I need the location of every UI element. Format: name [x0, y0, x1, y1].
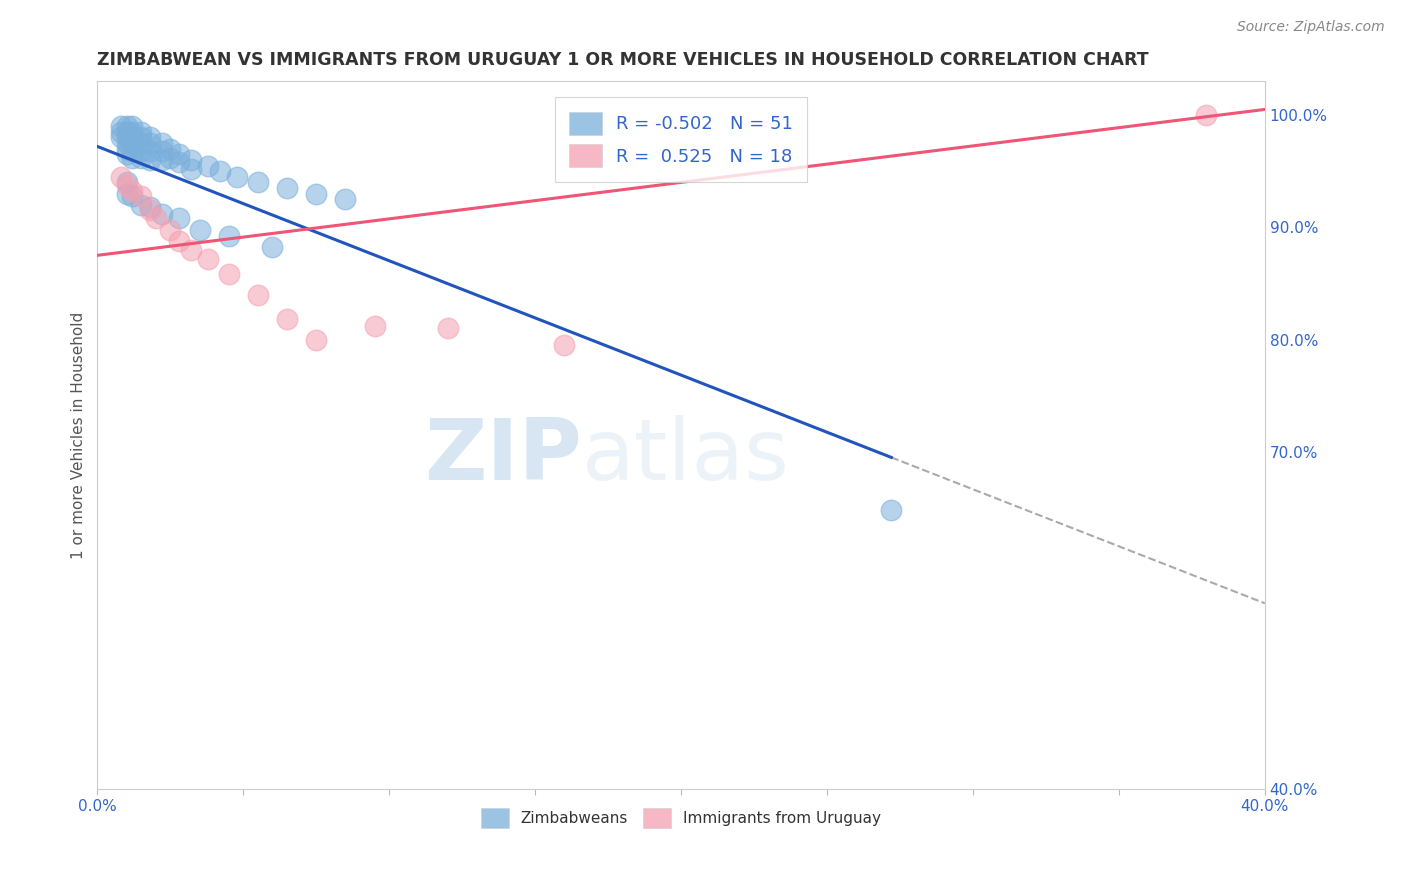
Point	[159, 151, 181, 165]
Point	[145, 211, 167, 226]
Point	[115, 186, 138, 201]
Point	[335, 192, 357, 206]
Point	[188, 222, 211, 236]
Point	[226, 169, 249, 184]
Point	[167, 155, 190, 169]
Point	[110, 120, 132, 134]
Point	[363, 319, 385, 334]
Point	[121, 130, 143, 145]
Point	[197, 159, 219, 173]
Point	[129, 125, 152, 139]
Point	[121, 136, 143, 150]
Point	[305, 186, 328, 201]
Point	[121, 151, 143, 165]
Point	[115, 130, 138, 145]
Point	[115, 142, 138, 156]
Point	[276, 181, 298, 195]
Point	[1195, 108, 1218, 122]
Point	[129, 136, 152, 150]
Point	[139, 200, 162, 214]
Point	[121, 120, 143, 134]
Point	[129, 144, 152, 158]
Point	[115, 175, 138, 189]
Text: Source: ZipAtlas.com: Source: ZipAtlas.com	[1237, 20, 1385, 34]
Point	[110, 169, 132, 184]
Point	[167, 234, 190, 248]
Point	[305, 333, 328, 347]
Point	[139, 136, 162, 150]
Point	[139, 144, 162, 158]
Point	[115, 120, 138, 134]
Point	[115, 178, 138, 192]
Point	[139, 153, 162, 167]
Point	[110, 130, 132, 145]
Point	[218, 268, 240, 282]
Legend: Zimbabweans, Immigrants from Uruguay: Zimbabweans, Immigrants from Uruguay	[475, 802, 887, 834]
Point	[208, 164, 231, 178]
Point	[150, 153, 173, 167]
Point	[115, 136, 138, 150]
Point	[262, 240, 284, 254]
Text: atlas: atlas	[582, 415, 790, 498]
Point	[167, 147, 190, 161]
Text: ZIP: ZIP	[425, 415, 582, 498]
Point	[150, 144, 173, 158]
Point	[167, 211, 190, 226]
Point	[110, 125, 132, 139]
Point	[139, 130, 162, 145]
Point	[115, 125, 138, 139]
Point	[115, 147, 138, 161]
Point	[180, 243, 202, 257]
Point	[129, 151, 152, 165]
Point	[159, 142, 181, 156]
Point	[880, 503, 903, 517]
Point	[121, 125, 143, 139]
Point	[121, 185, 143, 199]
Point	[246, 175, 269, 189]
Point	[276, 312, 298, 326]
Point	[436, 321, 458, 335]
Point	[139, 203, 162, 218]
Point	[180, 161, 202, 176]
Point	[180, 153, 202, 167]
Point	[150, 207, 173, 221]
Y-axis label: 1 or more Vehicles in Household: 1 or more Vehicles in Household	[72, 311, 86, 558]
Point	[129, 198, 152, 212]
Text: ZIMBABWEAN VS IMMIGRANTS FROM URUGUAY 1 OR MORE VEHICLES IN HOUSEHOLD CORRELATIO: ZIMBABWEAN VS IMMIGRANTS FROM URUGUAY 1 …	[97, 51, 1149, 69]
Point	[218, 229, 240, 244]
Point	[197, 252, 219, 266]
Point	[246, 287, 269, 301]
Point	[129, 130, 152, 145]
Point	[121, 189, 143, 203]
Point	[121, 144, 143, 158]
Point	[159, 222, 181, 236]
Point	[129, 189, 152, 203]
Point	[150, 136, 173, 150]
Point	[553, 338, 575, 352]
